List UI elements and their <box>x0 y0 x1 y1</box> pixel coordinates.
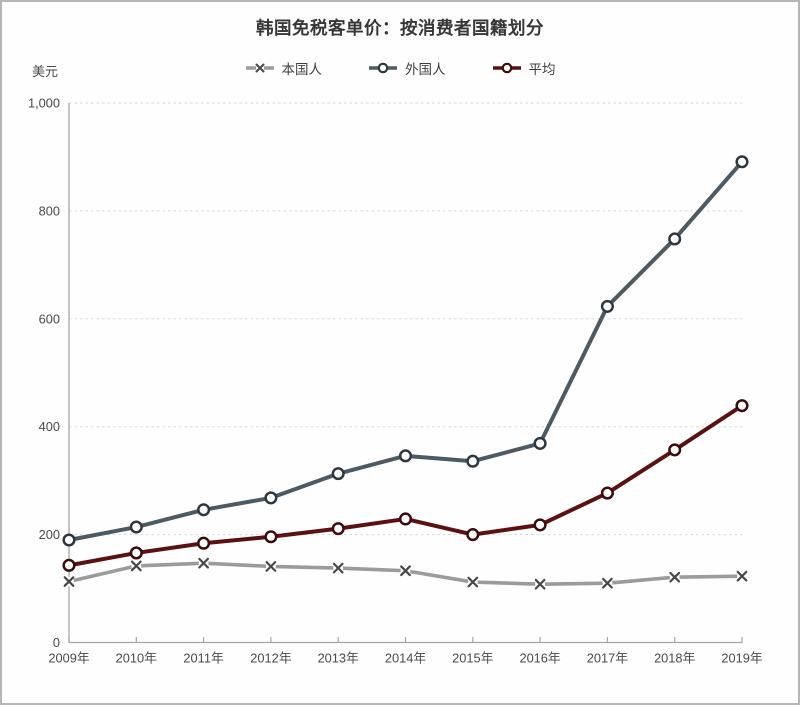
x-marker-icon <box>245 63 274 73</box>
legend-label-foreigners: 外国人 <box>405 62 446 77</box>
data-point-domestic <box>467 576 479 588</box>
gridlines <box>69 102 742 536</box>
x-tick-label: 2010年 <box>116 651 157 666</box>
y-tick-label: 1,000 <box>28 96 60 111</box>
data-point-average <box>62 558 76 572</box>
data-point-average <box>533 518 547 532</box>
y-tick-label: 800 <box>39 203 60 218</box>
x-tick-label: 2015年 <box>452 651 493 666</box>
x-tick-label: 2013年 <box>318 651 359 666</box>
data-point-domestic <box>400 565 411 577</box>
data-point-foreigners <box>668 232 682 246</box>
data-point-foreigners <box>466 454 480 468</box>
y-tick-label: 200 <box>39 527 60 542</box>
data-point-average <box>466 528 480 542</box>
data-point-domestic <box>602 577 613 589</box>
chart-title: 韩国免税客单价：按消费者国籍划分 <box>256 18 544 38</box>
series-domestic <box>63 557 748 590</box>
data-point-average <box>197 536 211 550</box>
data-point-domestic <box>130 560 142 572</box>
axis-tick-labels: 0 200 400 600 800 1,000 2009年 2010年 2011年 2012年 20… <box>28 96 763 666</box>
data-point-foreigners <box>264 491 278 505</box>
data-point-foreigners <box>735 155 749 169</box>
data-point-average <box>129 546 143 560</box>
data-point-foreigners <box>331 467 345 481</box>
x-tick-label: 2014年 <box>385 651 426 666</box>
data-point-domestic <box>63 576 75 587</box>
data-point-domestic <box>534 578 546 590</box>
data-point-domestic <box>198 557 209 569</box>
data-point-average <box>668 443 682 457</box>
legend-item-domestic[interactable]: 本国人 <box>245 58 323 78</box>
data-point-domestic <box>736 570 748 582</box>
legend-item-average[interactable]: 平均 <box>492 58 556 78</box>
data-point-foreigners <box>533 436 547 450</box>
data-point-average <box>264 530 278 544</box>
x-tick-label: 2019年 <box>721 651 762 666</box>
data-point-domestic <box>669 571 681 583</box>
data-point-foreigners <box>600 299 614 313</box>
data-point-average <box>331 522 345 536</box>
x-tick-label: 2016年 <box>519 651 560 666</box>
legend: 本国人 外国人 平均 <box>2 58 798 78</box>
y-axis-unit-label: 美元 <box>32 64 59 79</box>
legend-item-foreigners[interactable]: 外国人 <box>368 58 446 78</box>
x-tick-label: 2012年 <box>250 651 291 666</box>
x-tick-label: 2017年 <box>587 651 628 666</box>
data-point-average <box>600 486 614 500</box>
x-tick-label: 2011年 <box>183 651 224 666</box>
y-tick-label: 0 <box>53 635 60 650</box>
data-point-foreigners <box>398 449 413 463</box>
series-average <box>62 399 749 572</box>
y-tick-label: 400 <box>39 419 60 434</box>
data-point-domestic <box>265 561 277 572</box>
data-point-average <box>735 399 749 413</box>
data-point-average <box>398 512 413 526</box>
data-point-foreigners <box>129 520 143 534</box>
data-point-foreigners <box>62 533 76 547</box>
circle-marker-icon <box>369 62 397 74</box>
circle-marker-icon <box>492 62 521 74</box>
legend-label-average: 平均 <box>528 62 556 77</box>
x-tick-label: 2018年 <box>654 651 695 666</box>
data-point-domestic <box>332 562 344 574</box>
x-tick-label: 2009年 <box>48 651 89 666</box>
legend-label-domestic: 本国人 <box>281 62 323 77</box>
data-point-foreigners <box>197 503 211 517</box>
y-tick-label: 600 <box>39 311 60 326</box>
series-foreigners <box>62 155 749 547</box>
axes <box>68 103 743 644</box>
